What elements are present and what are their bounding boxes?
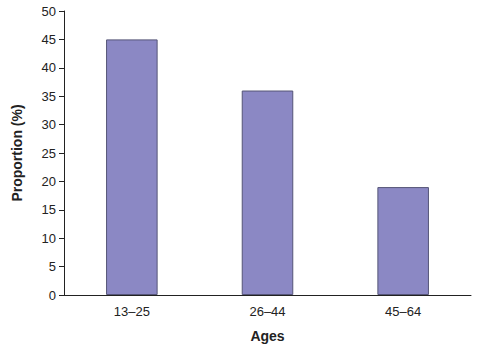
svg-text:5: 5 — [49, 259, 56, 274]
svg-text:0: 0 — [49, 288, 56, 303]
svg-text:35: 35 — [42, 89, 56, 104]
svg-text:Ages: Ages — [250, 328, 284, 344]
svg-text:10: 10 — [42, 231, 56, 246]
svg-text:45: 45 — [42, 32, 56, 47]
svg-text:20: 20 — [42, 174, 56, 189]
svg-text:25: 25 — [42, 146, 56, 161]
svg-text:45–64: 45–64 — [385, 304, 421, 319]
svg-text:26–44: 26–44 — [249, 304, 285, 319]
svg-text:30: 30 — [42, 117, 56, 132]
svg-text:15: 15 — [42, 202, 56, 217]
svg-text:40: 40 — [42, 60, 56, 75]
svg-text:13–25: 13–25 — [114, 304, 150, 319]
svg-text:50: 50 — [42, 4, 56, 19]
svg-text:Proportion (%): Proportion (%) — [9, 104, 25, 201]
